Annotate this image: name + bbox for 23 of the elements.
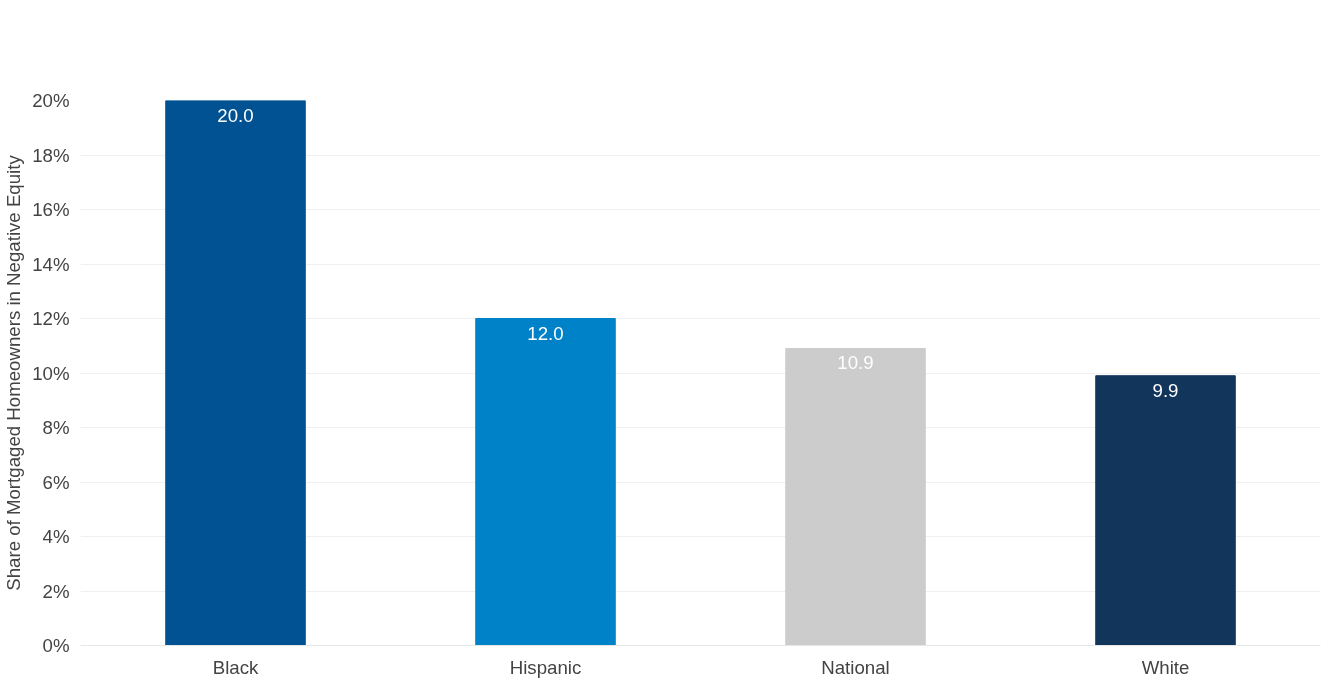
data-label: 12.0 (527, 322, 564, 344)
y-tick-label: 12% (32, 308, 70, 329)
x-tick-label: Hispanic (509, 656, 582, 678)
bar (475, 318, 616, 646)
y-tick-label: 8% (42, 417, 70, 438)
x-tick-label: White (1141, 656, 1190, 678)
y-tick-label: 14% (32, 253, 70, 275)
bar (785, 347, 926, 646)
y-tick-label: 18% (32, 144, 70, 166)
y-tick-label: 16% (32, 199, 70, 220)
y-tick-label: 6% (42, 471, 70, 493)
y-axis-title: Share of Mortgaged Homeowners in Negative Equity (3, 154, 25, 591)
y-tick-label: 20% (32, 90, 70, 111)
y-tick-label: 10% (32, 362, 70, 384)
y-tick-label: 0% (42, 635, 70, 656)
data-label: 9.9 (1152, 379, 1179, 401)
bar (165, 100, 306, 646)
y-tick-label: 2% (42, 580, 70, 602)
bar (1095, 375, 1236, 646)
y-tick-label: 4% (42, 526, 70, 547)
x-tick-label: Black (212, 656, 259, 678)
data-label: 20.0 (217, 104, 254, 126)
x-tick-label: National (821, 656, 890, 678)
